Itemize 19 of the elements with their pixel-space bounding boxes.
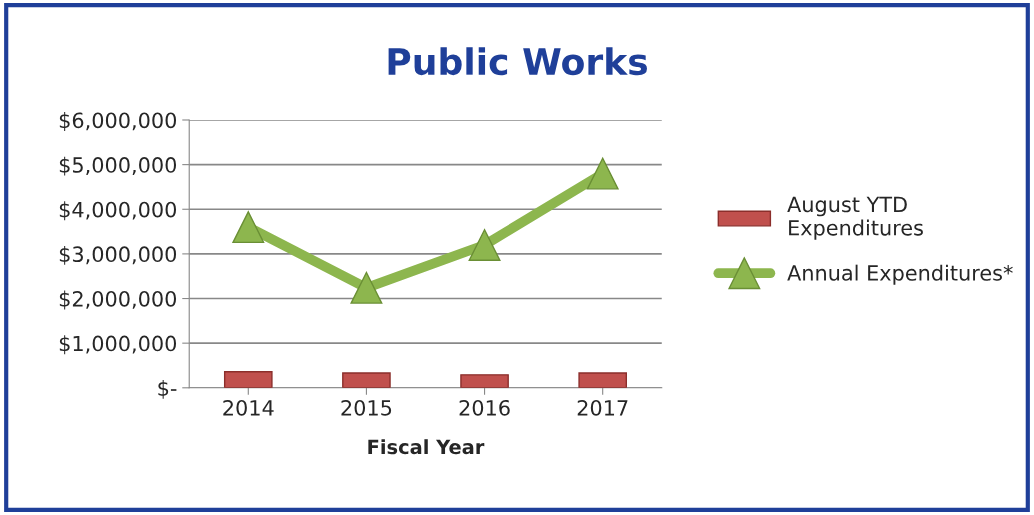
x-tick-label: 2017 (577, 399, 628, 416)
legend-label: Annual Expenditures* (787, 264, 1013, 285)
y-tick-label: $3,000,000 (59, 245, 177, 265)
y-tick-label: $6,000,000 (59, 112, 177, 131)
x-tick-label: 2014 (223, 399, 274, 416)
point (586, 157, 619, 190)
x-tick-label: 2016 (459, 399, 510, 416)
y-tick-label: $2,000,000 (59, 290, 177, 310)
y-tick-label: $5,000,000 (59, 156, 177, 176)
y-tick-label: $1,000,000 (59, 335, 177, 355)
y-tick-label: $4,000,000 (59, 201, 177, 221)
point (350, 271, 383, 304)
legend-label: August YTD Expenditures (787, 196, 923, 240)
point (232, 211, 265, 244)
chart-title: Public Works (388, 47, 647, 76)
x-axis-title: Fiscal Year (368, 439, 485, 455)
point (468, 228, 501, 261)
y-tick-label: $- (158, 379, 177, 399)
x-tick-label: 2015 (341, 399, 392, 416)
